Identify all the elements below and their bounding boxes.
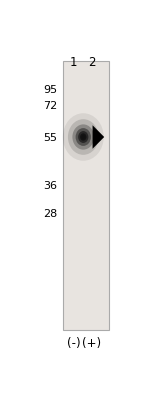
Ellipse shape (80, 134, 86, 142)
Ellipse shape (68, 120, 99, 156)
Text: 72: 72 (43, 100, 57, 110)
Ellipse shape (76, 129, 91, 146)
Ellipse shape (63, 114, 104, 161)
FancyBboxPatch shape (63, 62, 110, 331)
Ellipse shape (78, 132, 88, 144)
Text: 95: 95 (43, 85, 57, 95)
Text: 36: 36 (43, 180, 57, 190)
Polygon shape (93, 126, 104, 150)
Text: (-): (-) (67, 336, 80, 349)
Text: (+): (+) (82, 336, 102, 349)
Text: 2: 2 (88, 56, 96, 69)
Ellipse shape (72, 125, 94, 150)
Ellipse shape (81, 136, 85, 140)
Text: 1: 1 (70, 56, 77, 69)
Text: 55: 55 (43, 133, 57, 143)
Text: 28: 28 (43, 209, 57, 218)
